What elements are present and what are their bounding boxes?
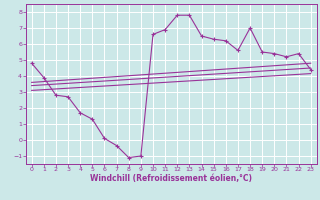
X-axis label: Windchill (Refroidissement éolien,°C): Windchill (Refroidissement éolien,°C) [90,174,252,183]
